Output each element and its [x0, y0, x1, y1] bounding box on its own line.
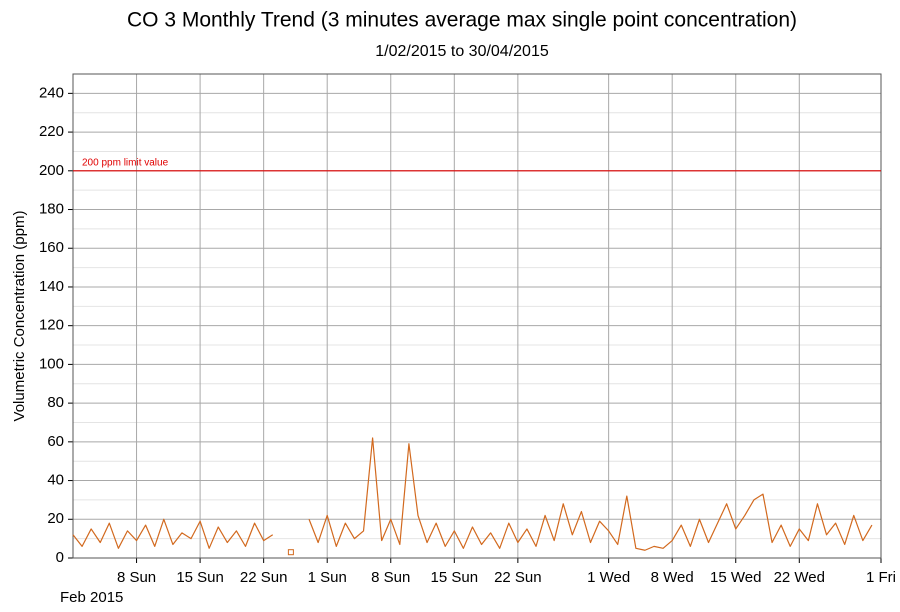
x-tick-label: 8 Wed — [651, 569, 694, 586]
x-tick-label: 1 Fri — [866, 569, 896, 586]
x-tick-label: 1 Sun — [308, 569, 347, 586]
x-tick-label: 8 Sun — [117, 569, 156, 586]
x-tick-label: 22 Sun — [494, 569, 542, 586]
chart-subtitle: 1/02/2015 to 30/04/2015 — [375, 43, 549, 60]
x-tick-label: 15 Wed — [710, 569, 761, 586]
plot-frame — [72, 73, 882, 559]
y-tick-label: 160 — [39, 239, 64, 256]
data-point — [287, 549, 294, 556]
y-tick-label: 40 — [47, 472, 64, 489]
x-tick-label: 22 Sun — [240, 569, 288, 586]
y-tick-label: 80 — [47, 394, 64, 411]
y-tick-label: 60 — [47, 433, 64, 450]
y-tick-label: 240 — [39, 84, 64, 101]
y-tick-label: 20 — [47, 510, 64, 527]
y-tick-label: 220 — [39, 123, 64, 140]
y-tick-label: 100 — [39, 355, 64, 372]
x-tick-label: 15 Sun — [431, 569, 479, 586]
y-tick-label: 180 — [39, 200, 64, 217]
chart-title: CO 3 Monthly Trend (3 minutes average ma… — [127, 9, 797, 32]
x-tick-label: 22 Wed — [774, 569, 825, 586]
y-tick-label: 200 — [39, 162, 64, 179]
y-tick-label: 0 — [56, 549, 64, 566]
x-period-label: Feb 2015 — [60, 589, 123, 606]
y-axis-label: Volumetric Concentration (ppm) — [11, 211, 28, 422]
y-tick-label: 140 — [39, 278, 64, 295]
data-line — [72, 437, 873, 551]
reference-label: 200 ppm limit value — [82, 157, 169, 168]
y-tick-label: 120 — [39, 317, 64, 334]
x-tick-label: 1 Wed — [587, 569, 630, 586]
x-tick-label: 8 Sun — [371, 569, 410, 586]
x-tick-label: 15 Sun — [176, 569, 224, 586]
